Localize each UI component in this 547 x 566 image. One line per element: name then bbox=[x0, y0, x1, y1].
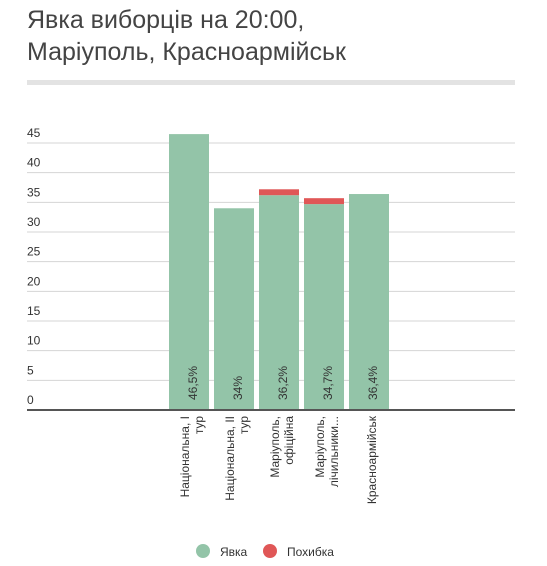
x-tick-label: Красноармійськ bbox=[365, 415, 379, 504]
bar-segment bbox=[304, 204, 344, 410]
bar-segment bbox=[214, 208, 254, 410]
y-tick-label: 5 bbox=[27, 363, 34, 377]
legend-label: Похибка bbox=[287, 545, 334, 559]
bar-segment bbox=[349, 194, 389, 410]
legend-swatch bbox=[196, 544, 210, 558]
legend-swatch bbox=[263, 544, 277, 558]
y-tick-label: 20 bbox=[27, 274, 41, 288]
x-tick-label: Маріуполь, bbox=[268, 416, 282, 478]
title-rule bbox=[27, 80, 515, 85]
y-tick-label: 25 bbox=[27, 245, 41, 259]
value-label: 36,4% bbox=[366, 366, 380, 400]
x-tick-label: офіційна bbox=[282, 416, 296, 465]
x-tick-label: тур bbox=[192, 416, 206, 434]
y-tick-label: 45 bbox=[27, 126, 41, 140]
bar-segment bbox=[169, 134, 209, 410]
value-label: 36,2% bbox=[276, 366, 290, 400]
value-label: 46,5% bbox=[186, 366, 200, 400]
y-tick-label: 0 bbox=[27, 393, 34, 407]
bar-segment bbox=[259, 195, 299, 410]
y-tick-label: 15 bbox=[27, 304, 41, 318]
y-tick-label: 30 bbox=[27, 215, 41, 229]
x-tick-label: лічильники... bbox=[327, 416, 341, 487]
y-tick-label: 10 bbox=[27, 334, 41, 348]
value-label: 34,7% bbox=[321, 366, 335, 400]
value-label: 34% bbox=[231, 376, 245, 400]
x-tick-label: тур bbox=[237, 416, 251, 434]
legend-label: Явка bbox=[220, 545, 248, 559]
x-tick-label: Національна, I bbox=[178, 416, 192, 497]
y-tick-label: 35 bbox=[27, 185, 41, 199]
bar-segment bbox=[259, 189, 299, 196]
bar-segment bbox=[304, 198, 344, 205]
x-tick-label: Національна, II bbox=[223, 416, 237, 501]
y-tick-label: 40 bbox=[27, 156, 41, 170]
x-tick-label: Маріуполь, bbox=[313, 416, 327, 478]
chart-title: Явка виборців на 20:00, Маріуполь, Красн… bbox=[27, 6, 346, 66]
